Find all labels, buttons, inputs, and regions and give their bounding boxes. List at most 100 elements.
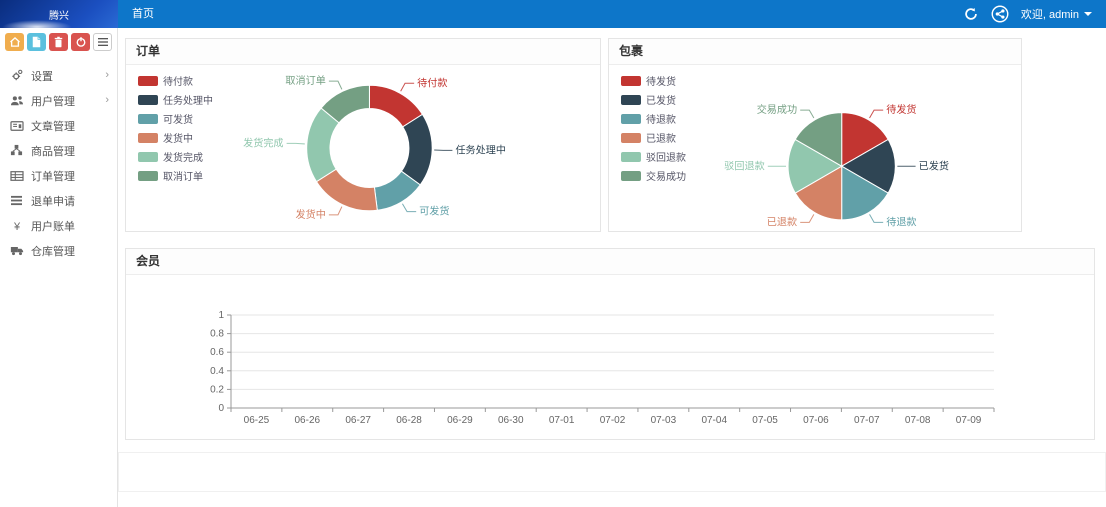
packages-panel: 包裹 待发货 已发货 待退款 已退款 驳回退款 交易成功 待发货 已发货 待退款 已退款 驳回退款… bbox=[608, 38, 1022, 232]
label-line bbox=[869, 214, 884, 223]
y-axis-label: 0.6 bbox=[210, 347, 224, 358]
app-logo[interactable]: 腾兴 bbox=[0, 0, 118, 28]
slice-label: 已发货 bbox=[919, 159, 949, 172]
legend-swatch bbox=[621, 75, 641, 86]
user-dropdown[interactable]: 欢迎, admin bbox=[1021, 6, 1092, 22]
legend-item[interactable]: 已发货 bbox=[621, 92, 713, 107]
legend-item[interactable]: 发货完成 bbox=[138, 149, 230, 164]
legend-label: 待退款 bbox=[646, 115, 676, 126]
legend-item[interactable]: 交易成功 bbox=[621, 168, 713, 183]
label-line bbox=[401, 203, 417, 213]
legend-swatch bbox=[621, 151, 641, 162]
x-axis-label: 07-02 bbox=[600, 415, 626, 426]
legend-item[interactable]: 已退款 bbox=[621, 130, 713, 145]
members-line-chart[interactable]: 0 0.2 0.4 0.6 0.8 1 06-25 06-26 06-27 06-28 06-29 0… bbox=[126, 275, 1094, 439]
slice-label: 已退款 bbox=[767, 215, 797, 228]
slice-label: 可发货 bbox=[419, 205, 449, 218]
pie-slice[interactable] bbox=[794, 112, 843, 168]
sidebar-item-label: 退单申请 bbox=[31, 195, 75, 208]
members-panel-title: 会员 bbox=[126, 249, 1094, 275]
sidebar-item-label: 用户管理 bbox=[31, 95, 75, 108]
file-button[interactable] bbox=[27, 33, 46, 51]
label-line bbox=[328, 80, 343, 90]
pie-slice[interactable] bbox=[787, 138, 843, 194]
pie-slice[interactable] bbox=[840, 138, 896, 194]
sidebar-item-users[interactable]: 用户管理 › bbox=[0, 88, 117, 113]
legend-label: 已发货 bbox=[646, 96, 676, 107]
sidebar-item-settings[interactable]: 设置 › bbox=[0, 63, 117, 88]
x-axis-label: 06-25 bbox=[244, 415, 270, 426]
y-axis-label: 0 bbox=[218, 403, 224, 414]
users-icon bbox=[9, 94, 24, 107]
chevron-right-icon: › bbox=[105, 69, 109, 81]
home-button[interactable] bbox=[5, 33, 24, 51]
sidebar-item-products[interactable]: 商品管理 bbox=[0, 138, 117, 163]
legend-label: 发货中 bbox=[163, 134, 193, 145]
orders-panel-title: 订单 bbox=[126, 39, 600, 65]
sidebar-menu: 设置 › 用户管理 › 文章管理 商品管理 订单管理 退单申请 ¥ 用户账单 bbox=[0, 57, 117, 263]
legend-label: 驳回退款 bbox=[646, 153, 686, 164]
cubes-icon bbox=[9, 144, 24, 157]
sidebar-item-orders[interactable]: 订单管理 bbox=[0, 163, 117, 188]
chevron-right-icon: › bbox=[105, 94, 109, 106]
legend-item[interactable]: 待退款 bbox=[621, 111, 713, 126]
legend-label: 待付款 bbox=[163, 77, 193, 88]
legend-label: 交易成功 bbox=[646, 172, 686, 183]
slice-label: 交易成功 bbox=[757, 103, 797, 116]
legend-item[interactable]: 待付款 bbox=[138, 73, 230, 88]
slice-label: 任务处理中 bbox=[455, 143, 506, 156]
table-icon bbox=[9, 169, 24, 182]
sidebar-item-label: 设置 bbox=[31, 70, 53, 83]
x-axis-label: 06-28 bbox=[396, 415, 422, 426]
legend-item[interactable]: 任务处理中 bbox=[138, 92, 230, 107]
x-axis-label: 06-30 bbox=[498, 415, 524, 426]
sidebar-item-warehouse[interactable]: 仓库管理 bbox=[0, 238, 117, 263]
legend-swatch bbox=[138, 151, 158, 162]
legend-label: 发货完成 bbox=[163, 153, 203, 164]
sidebar-item-label: 文章管理 bbox=[31, 120, 75, 133]
legend-item[interactable]: 可发货 bbox=[138, 111, 230, 126]
pie-slice[interactable] bbox=[841, 112, 889, 168]
power-button[interactable] bbox=[71, 33, 90, 51]
orders-panel: 订单 待付款 任务处理中 可发货 发货中 发货完成 取消订单 待付款 任务处理中 可发货 发货中… bbox=[125, 38, 601, 232]
legend-item[interactable]: 取消订单 bbox=[138, 168, 230, 183]
sidebar-item-label: 用户账单 bbox=[31, 220, 75, 233]
list-icon bbox=[9, 194, 24, 207]
sidebar-item-articles[interactable]: 文章管理 bbox=[0, 113, 117, 138]
list-toggle-button[interactable] bbox=[93, 33, 112, 51]
x-axis-label: 07-05 bbox=[752, 415, 778, 426]
x-axis-label: 07-06 bbox=[803, 415, 829, 426]
pie-slice[interactable] bbox=[841, 165, 889, 221]
nav-item-home[interactable]: 首页 bbox=[132, 8, 154, 20]
y-axis-label: 0.4 bbox=[210, 366, 224, 377]
packages-legend: 待发货已发货待退款已退款驳回退款交易成功 bbox=[609, 65, 713, 231]
navbar-right: 欢迎, admin bbox=[963, 5, 1106, 23]
legend-item[interactable]: 发货中 bbox=[138, 130, 230, 145]
pie-slice[interactable] bbox=[794, 165, 843, 221]
slice-label: 待退款 bbox=[886, 215, 916, 228]
legend-item[interactable]: 驳回退款 bbox=[621, 149, 713, 164]
trash-button[interactable] bbox=[49, 33, 68, 51]
x-axis-label: 06-27 bbox=[345, 415, 371, 426]
orders-legend: 待付款任务处理中可发货发货中发货完成取消订单 bbox=[126, 65, 230, 231]
slice-label: 取消订单 bbox=[285, 74, 325, 87]
welcome-text: 欢迎, admin bbox=[1020, 9, 1079, 21]
pie-slice[interactable] bbox=[320, 84, 370, 124]
legend-item[interactable]: 待发货 bbox=[621, 73, 713, 88]
yen-icon: ¥ bbox=[9, 219, 24, 232]
legend-label: 待发货 bbox=[646, 77, 676, 88]
avatar-icon[interactable] bbox=[991, 5, 1009, 23]
x-axis-label: 07-01 bbox=[549, 415, 575, 426]
logo-text: 腾兴 bbox=[49, 10, 69, 22]
sidebar-item-billing[interactable]: ¥ 用户账单 bbox=[0, 213, 117, 238]
sidebar-item-chargebacks[interactable]: 退单申请 bbox=[0, 188, 117, 213]
slice-label: 发货中 bbox=[296, 208, 326, 221]
label-line bbox=[400, 82, 415, 92]
legend-swatch bbox=[138, 94, 158, 105]
slice-label: 发货完成 bbox=[243, 136, 283, 149]
x-axis-label: 07-09 bbox=[956, 415, 982, 426]
refresh-icon[interactable] bbox=[963, 6, 979, 22]
newspaper-icon bbox=[9, 119, 24, 132]
